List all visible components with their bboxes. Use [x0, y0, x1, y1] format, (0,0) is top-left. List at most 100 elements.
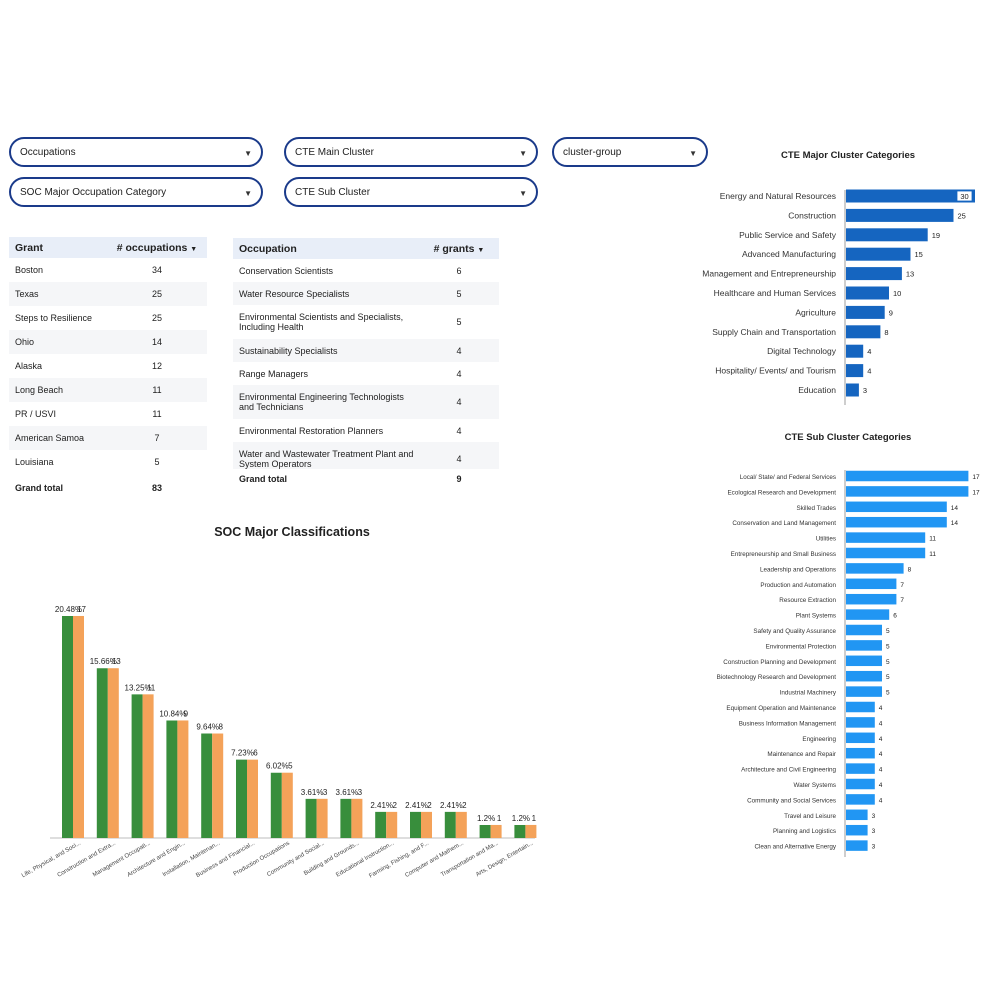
bar[interactable] [846, 305, 885, 319]
bar-percent[interactable] [514, 824, 526, 838]
bar[interactable] [846, 228, 928, 242]
bar[interactable] [846, 578, 897, 590]
bar[interactable] [846, 732, 875, 744]
bar-percent[interactable] [479, 824, 491, 838]
bar-percent[interactable] [62, 616, 73, 838]
bar[interactable] [846, 794, 875, 805]
bar[interactable] [846, 609, 890, 620]
bar-percent[interactable] [131, 694, 143, 838]
bar[interactable] [846, 640, 882, 651]
table-row[interactable]: Conservation Scientists 6 [233, 259, 499, 282]
table-row[interactable]: Texas 25 [9, 282, 207, 306]
bar[interactable] [846, 364, 864, 378]
table-row[interactable]: Environmental Engineering Technologists … [233, 385, 499, 419]
bar[interactable] [846, 747, 875, 759]
bar-count[interactable] [212, 733, 224, 838]
bar-percent[interactable] [270, 772, 282, 838]
bar-count[interactable] [455, 811, 467, 838]
table-row[interactable]: Environmental Scientists and Specialists… [233, 305, 499, 339]
bar[interactable] [846, 655, 882, 667]
table-row[interactable]: Long Beach 11 [9, 378, 207, 402]
bar[interactable] [846, 593, 897, 605]
bar[interactable] [846, 344, 864, 358]
bar[interactable] [846, 763, 875, 774]
cluster-group-filter[interactable]: cluster-group ▼ [552, 137, 708, 167]
bar-percent[interactable] [305, 798, 317, 838]
bar[interactable] [846, 809, 868, 821]
bar[interactable] [846, 778, 875, 790]
bar-count[interactable] [247, 759, 258, 838]
bar[interactable] [846, 670, 882, 682]
table-row[interactable]: Water and Wastewater Treatment Plant and… [233, 442, 499, 469]
category-label: Construction Planning and Development [723, 659, 836, 666]
data-label-percent: 20.48% [55, 605, 82, 614]
bar[interactable] [846, 686, 882, 697]
cte-sub-cluster-filter[interactable]: CTE Sub Cluster ▼ [284, 177, 538, 207]
table-row[interactable]: Steps to Resilience 25 [9, 306, 207, 330]
bar-percent[interactable] [375, 811, 387, 838]
bar[interactable] [846, 516, 947, 528]
bar-count[interactable] [525, 824, 537, 838]
bar-count[interactable] [177, 720, 189, 838]
bar-count[interactable] [316, 798, 328, 838]
bar-percent[interactable] [166, 720, 178, 838]
table-cell-value: 25 [151, 313, 162, 323]
bar-count[interactable] [490, 824, 502, 838]
table-row[interactable]: Boston 34 [9, 258, 207, 282]
table-row[interactable]: Sustainability Specialists 4 [233, 339, 499, 362]
table-row[interactable]: PR / USVI 11 [9, 402, 207, 426]
table-row[interactable]: Louisiana 5 [9, 450, 207, 474]
bar[interactable] [846, 325, 881, 339]
table-row[interactable]: Range Managers 4 [233, 362, 499, 385]
table-row[interactable]: Ohio 14 [9, 330, 207, 354]
bar-percent[interactable] [444, 811, 456, 838]
table-row[interactable]: Environmental Restoration Planners 4 [233, 419, 499, 442]
chevron-down-icon: ▼ [519, 149, 527, 158]
cte-main-cluster-filter[interactable]: CTE Main Cluster ▼ [284, 137, 538, 167]
table-row[interactable]: Water Resource Specialists 5 [233, 282, 499, 305]
table-row[interactable]: American Samoa 7 [9, 426, 207, 450]
bar-count[interactable] [421, 811, 432, 838]
bar[interactable] [846, 383, 859, 397]
bar[interactable] [846, 208, 954, 222]
bar[interactable] [846, 824, 868, 836]
bar[interactable] [846, 717, 875, 728]
bar-percent[interactable] [201, 733, 213, 838]
occupation-column-header[interactable]: Occupation [239, 242, 297, 255]
bar-count[interactable] [142, 694, 154, 838]
bar[interactable] [846, 532, 926, 543]
soc-major-filter-label: SOC Major Occupation Category [20, 186, 167, 198]
bar-count[interactable] [73, 615, 84, 838]
bar-percent[interactable] [340, 798, 352, 838]
occupations-count-column-header[interactable]: # occupations ▼ [116, 241, 198, 254]
occupation-table: Occupation # grants ▼ Conservation Scien… [233, 238, 499, 489]
total-value: 83 [151, 483, 162, 493]
bar[interactable] [846, 247, 911, 261]
bar-count[interactable] [351, 798, 363, 838]
bar[interactable] [846, 701, 875, 713]
bar[interactable] [846, 624, 882, 636]
bar-count[interactable] [281, 772, 293, 838]
category-label: Digital Technology [767, 346, 837, 356]
bar-count[interactable] [386, 811, 398, 838]
value-label: 17 [972, 474, 980, 481]
table-row[interactable]: Alaska 12 [9, 354, 207, 378]
bar[interactable] [846, 840, 868, 851]
grants-count-column-header[interactable]: # grants ▼ [433, 242, 485, 255]
bar[interactable] [846, 286, 889, 300]
x-tick-label: Arts, Design, Entertain... [475, 840, 535, 878]
bar-percent[interactable] [96, 668, 108, 838]
soc-major-filter[interactable]: SOC Major Occupation Category ▼ [9, 177, 263, 207]
grant-column-header[interactable]: Grant [15, 241, 44, 254]
bar-count[interactable] [107, 668, 119, 838]
occupations-filter[interactable]: Occupations ▼ [9, 137, 263, 167]
bar[interactable] [846, 267, 902, 281]
bar[interactable] [846, 189, 975, 203]
bar[interactable] [846, 486, 969, 497]
bar-percent[interactable] [410, 811, 421, 838]
bar[interactable] [846, 547, 926, 559]
bar[interactable] [846, 470, 969, 482]
bar-percent[interactable] [236, 759, 247, 838]
bar[interactable] [846, 563, 904, 574]
bar[interactable] [846, 501, 947, 513]
